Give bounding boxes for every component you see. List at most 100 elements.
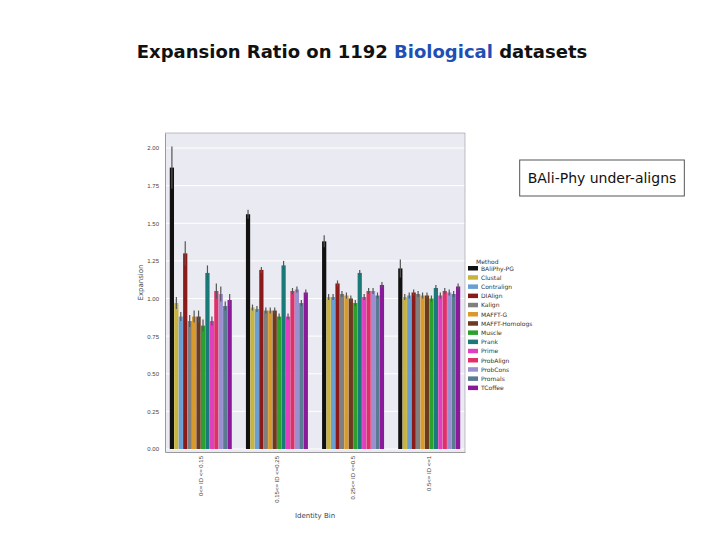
legend-swatch xyxy=(468,349,478,354)
bar xyxy=(434,288,438,449)
plot-frame xyxy=(165,133,465,134)
x-tick: 0.5<= ID <=1 xyxy=(426,452,432,491)
legend-label: Kalign xyxy=(481,301,500,309)
legend-swatch xyxy=(468,330,478,335)
error-bar xyxy=(274,308,275,314)
error-bar xyxy=(453,291,454,297)
error-bar xyxy=(252,305,253,311)
bar xyxy=(344,296,348,449)
bar xyxy=(299,303,303,449)
error-bar xyxy=(296,286,297,292)
bar xyxy=(358,273,362,449)
y-axis-title: Expansion xyxy=(137,264,145,300)
bar xyxy=(429,299,433,449)
error-bar xyxy=(372,288,373,294)
series-bars xyxy=(214,283,447,449)
error-bar xyxy=(211,317,212,326)
bar xyxy=(281,265,285,449)
grid xyxy=(165,148,465,449)
bar xyxy=(331,297,335,449)
error-bar xyxy=(337,280,338,286)
error-bar xyxy=(189,315,190,327)
legend-swatch xyxy=(468,386,478,391)
error-bar xyxy=(207,265,208,280)
error-bar xyxy=(279,314,280,320)
grid-line xyxy=(165,185,465,186)
series-bars xyxy=(210,293,443,449)
error-bar xyxy=(229,294,230,306)
bar xyxy=(188,321,192,449)
legend: MethodBAliPhy-PGClustalContralignDIAlign… xyxy=(468,258,532,391)
legend-label: DIAlign xyxy=(481,292,503,300)
legend-item: BAliPhy-PG xyxy=(468,265,514,273)
legend-label: Prank xyxy=(481,338,498,345)
legend-swatch xyxy=(468,358,478,363)
error-bar xyxy=(435,285,436,291)
legend-item: Kalign xyxy=(468,301,500,309)
annotation: BAli-Phy under-aligns xyxy=(520,160,685,196)
error-bar xyxy=(359,270,360,276)
bar xyxy=(367,291,371,449)
bar xyxy=(196,317,200,449)
error-bar xyxy=(350,296,351,302)
bar xyxy=(438,296,442,449)
y-tick-label: 0.50 xyxy=(147,371,159,377)
error-bar xyxy=(364,294,365,300)
error-bar xyxy=(422,293,423,299)
error-bar xyxy=(216,283,217,298)
legend-swatch xyxy=(468,275,478,280)
error-bar xyxy=(180,312,181,321)
error-bar xyxy=(404,294,405,300)
x-axis: 0<= ID <= 0.150.15<= ID <=0.250.25<= ID … xyxy=(166,452,466,503)
x-tick: 0.25<= ID <=0.5 xyxy=(350,452,356,499)
bar xyxy=(295,289,299,449)
legend-swatch xyxy=(468,367,478,372)
legend-swatch xyxy=(468,294,478,299)
error-bar xyxy=(377,293,378,299)
bar xyxy=(407,296,411,449)
bar xyxy=(223,306,227,449)
error-bar xyxy=(283,261,284,270)
y-tick-label: 1.00 xyxy=(147,296,159,302)
legend-swatch xyxy=(468,376,478,381)
bar xyxy=(375,296,379,449)
series-bars xyxy=(196,293,429,449)
legend-label: BAliPhy-PG xyxy=(481,265,514,273)
error-bar xyxy=(449,289,450,295)
error-bar xyxy=(381,282,382,288)
annotation-box xyxy=(520,160,685,196)
bar xyxy=(349,299,353,449)
error-bar xyxy=(444,288,445,294)
bar xyxy=(335,283,339,449)
series-bars xyxy=(201,296,434,449)
y-tick-label: 1.25 xyxy=(147,258,159,264)
bar xyxy=(327,297,331,449)
x-tick-label: 0<= ID <= 0.15 xyxy=(198,455,204,496)
bar xyxy=(205,273,209,449)
bar xyxy=(380,285,384,449)
legend-label: Promals xyxy=(481,375,505,382)
error-bar xyxy=(328,294,329,300)
error-bar xyxy=(247,210,248,219)
legend-label: Prime xyxy=(481,347,498,354)
y-tick-label: 1.75 xyxy=(147,183,159,189)
bar xyxy=(425,296,429,449)
error-bar xyxy=(287,314,288,320)
legend-item: Prime xyxy=(468,347,498,354)
series-bars xyxy=(223,291,456,449)
y-tick-label: 0.75 xyxy=(147,334,159,340)
error-bar xyxy=(413,289,414,295)
legend-swatch xyxy=(468,312,478,317)
bar xyxy=(412,293,416,449)
error-bar xyxy=(368,288,369,294)
legend-item: Muscle xyxy=(468,329,502,336)
series-bars xyxy=(188,291,421,449)
legend-item: Clustal xyxy=(468,274,502,281)
bar xyxy=(398,268,402,449)
bar xyxy=(403,297,407,449)
grid-line xyxy=(165,223,465,224)
error-bar xyxy=(324,235,325,247)
legend-item: TCoffee xyxy=(468,384,504,391)
error-bar xyxy=(270,308,271,314)
bar xyxy=(255,309,259,449)
